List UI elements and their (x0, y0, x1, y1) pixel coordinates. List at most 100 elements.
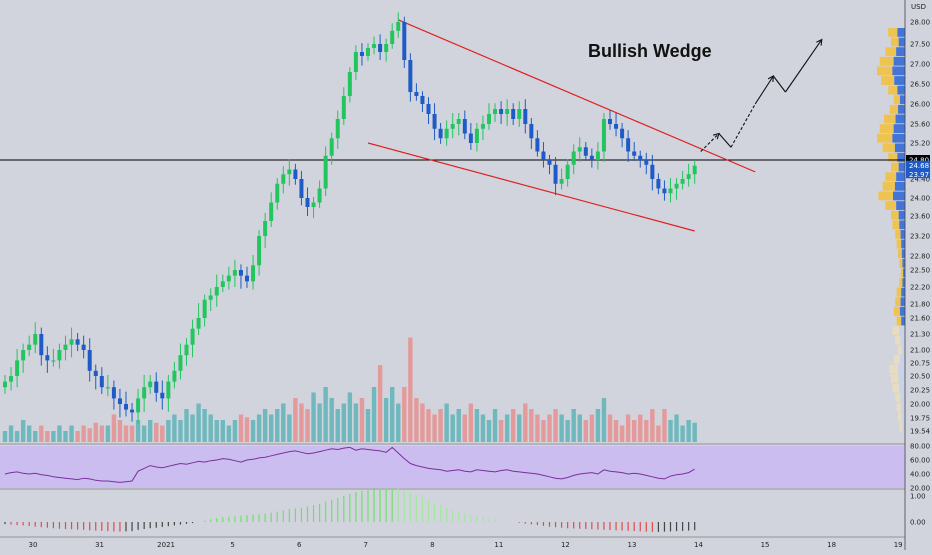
price-badge-label: 24.68 (909, 162, 929, 170)
volume-profile-sell (901, 403, 905, 412)
time-tick-label: 18 (827, 541, 836, 549)
volume-profile-buy (882, 181, 895, 191)
volume-bar (638, 414, 643, 442)
volume-bar (335, 409, 340, 442)
volume-profile-buy (896, 316, 902, 326)
price-tick-label: 22.50 (910, 267, 930, 275)
candle-body (245, 275, 249, 282)
candle-body (202, 299, 207, 318)
projection-segment (784, 39, 823, 93)
volume-bar (365, 409, 371, 442)
price-tick-label: 26.50 (910, 81, 930, 89)
projection-arrowhead (767, 75, 774, 83)
candle-body (420, 96, 425, 104)
candle-body (414, 92, 419, 96)
price-badge (906, 169, 930, 179)
volume-bar (45, 431, 50, 442)
candle-body (166, 381, 171, 399)
volume-bar (511, 409, 516, 442)
volume-bar (172, 414, 177, 442)
candle-body (99, 376, 104, 388)
volume-bar (105, 425, 111, 442)
volume-bar (619, 425, 625, 442)
volume-profile-sell (901, 412, 905, 422)
price-tick-label: 27.50 (910, 41, 930, 49)
volume-profile-buy (896, 287, 902, 297)
rsi-line (4, 446, 695, 483)
volume-profile-buy (900, 268, 904, 278)
volume-bar (14, 431, 20, 442)
price-axis: 28.00 27.50 27.00 26.50 26.00 25.60 25.20 24.80… (904, 0, 931, 550)
volume-profile-sell (902, 278, 905, 287)
candle-body (178, 355, 183, 371)
volume-profile-buy (879, 56, 894, 66)
candle-body (402, 22, 407, 60)
candle-body (251, 265, 256, 282)
volume-bar (438, 409, 443, 442)
volume-bar (214, 420, 219, 442)
price-badge (906, 155, 930, 164)
volume-bar (269, 414, 274, 442)
volume-profile-sell (899, 383, 905, 393)
volume-bar (111, 414, 117, 442)
volume-profile-buy (889, 104, 899, 114)
volume-bar (456, 409, 461, 442)
rsi-tick-label: 80.00 (910, 443, 930, 451)
volume-bar (553, 409, 558, 442)
volume-profile-sell (901, 239, 905, 249)
volume-bar (559, 414, 564, 442)
volume-bar (57, 425, 62, 442)
volume-profile-sell (899, 306, 905, 316)
volume-profile-sell (900, 230, 905, 239)
volume-bar (141, 425, 147, 442)
volume-bar (692, 422, 697, 442)
candle-body (226, 275, 231, 282)
candle-body (499, 109, 504, 114)
price-badge-label: 23.97 (909, 171, 929, 179)
price-tick-label: 25.60 (910, 121, 930, 129)
candle-body (196, 318, 201, 329)
volume-bar (69, 425, 74, 442)
candle-body (238, 270, 243, 276)
candle-body (571, 151, 576, 165)
candle-body (45, 355, 50, 361)
volume-bar (383, 398, 389, 442)
candle-body (329, 138, 334, 156)
candle-body (214, 287, 219, 296)
candle-body (553, 164, 558, 184)
price-tick-label: 25.20 (910, 140, 930, 148)
volume-profile-buy (898, 412, 902, 422)
volume-bar (486, 420, 492, 442)
volume-profile-sell (903, 268, 905, 278)
volume-profile-sell (894, 181, 905, 191)
price-tick-label: 19.54 (910, 428, 931, 436)
candle-body (686, 174, 691, 179)
candle-body (232, 270, 237, 276)
candle-body (172, 370, 177, 382)
volume-bar (535, 414, 540, 442)
wedge-lines (367, 19, 756, 232)
volume-bar (359, 398, 365, 442)
volume-profile-buy (885, 172, 897, 182)
volume-profile-sell (897, 153, 905, 162)
volume-profile (877, 28, 905, 432)
price-tick-label: 19.75 (910, 415, 930, 423)
volume-bar (75, 431, 80, 442)
candle-body (33, 334, 38, 345)
candle-body (154, 381, 159, 393)
candle-body (390, 30, 395, 44)
candle-body (426, 104, 431, 114)
candle-body (63, 344, 68, 350)
candle-body (462, 119, 467, 134)
candle-body (408, 60, 413, 92)
volume-profile-buy (896, 403, 902, 412)
price-tick-label: 28.00 (910, 19, 930, 27)
volume-bar (341, 403, 346, 442)
volume-bar (202, 409, 207, 442)
volume-bar (329, 398, 334, 442)
volume-profile-buy (893, 306, 900, 316)
time-tick-label: 19 (894, 541, 903, 549)
volume-profile-buy (895, 393, 901, 403)
time-tick-label: 30 (29, 541, 38, 549)
candle-body (160, 392, 165, 399)
